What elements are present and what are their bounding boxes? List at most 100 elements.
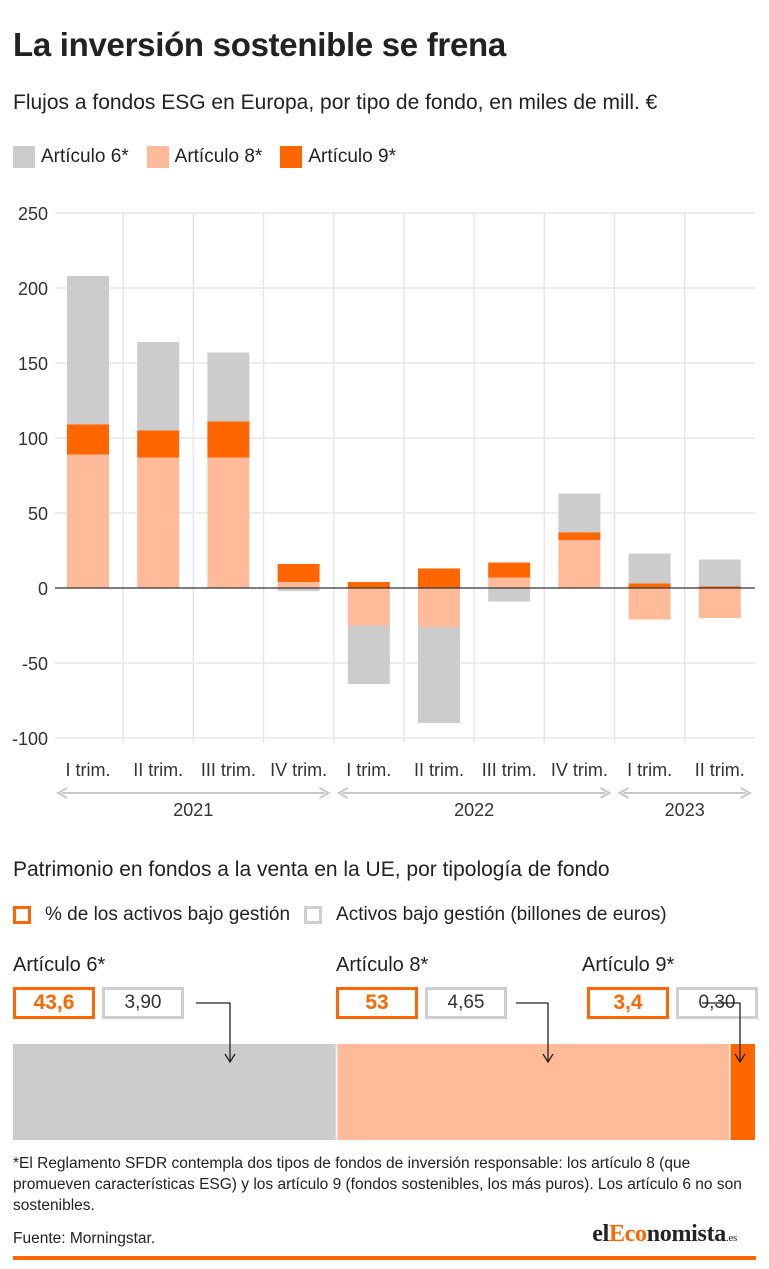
group-label-art8: Artículo 8* — [336, 954, 429, 976]
year-bracket-arrow-right — [740, 787, 752, 799]
bar-segment — [277, 588, 320, 591]
connector-arrowhead — [224, 1053, 236, 1064]
legend-label-art9: Artículo 9* — [308, 146, 396, 167]
year-bracket-arrow-right — [599, 787, 612, 799]
connector-arrow — [702, 1002, 741, 1062]
connector-arrowhead — [542, 1053, 554, 1064]
legend2: % de los activos bajo gestión Activos ba… — [13, 904, 681, 926]
group-label-art6: Artículo 6* — [13, 954, 106, 976]
x-tick-label: II trim. — [414, 760, 464, 780]
bar-segment — [67, 424, 109, 455]
legend-label-art6: Artículo 6* — [41, 146, 129, 167]
legend-swatch-art9 — [280, 146, 303, 168]
brand-post: nomista — [646, 1221, 727, 1247]
bar-segment — [558, 493, 601, 533]
year-label: 2022 — [454, 800, 494, 820]
bar-segment — [418, 588, 460, 627]
y-tick-label: 150 — [18, 354, 48, 374]
bar-segment — [277, 582, 320, 588]
legend-item-art9: Artículo 9* — [280, 146, 396, 168]
legend2-box-pct — [13, 906, 31, 924]
legend-swatch-art8 — [146, 146, 169, 168]
x-tick-label: III trim. — [201, 760, 256, 780]
legend2-label-assets: Activos bajo gestión (billones de euros) — [336, 904, 667, 925]
x-tick-label: I trim. — [627, 760, 672, 780]
legend-swatch-art6 — [13, 146, 35, 168]
legend2-item-assets: Activos bajo gestión (billones de euros) — [304, 904, 667, 926]
legend-item-art8: Artículo 8* — [146, 146, 263, 168]
bar-segment — [137, 342, 180, 431]
connector-arrowhead — [734, 1053, 746, 1064]
share-bar-segment — [729, 1044, 755, 1140]
bar-segment — [347, 588, 390, 626]
bar-segment — [698, 559, 741, 587]
x-tick-label: II trim. — [695, 760, 745, 780]
bar-segment — [628, 588, 671, 620]
y-tick-label: 250 — [18, 204, 48, 224]
bar-segment — [277, 564, 320, 582]
year-bracket-arrow-left — [55, 787, 68, 799]
bar-segment — [488, 577, 531, 588]
assets-value-art8: 4,65 — [425, 987, 507, 1019]
bar-segment — [628, 583, 671, 588]
year-bracket-arrow-left — [617, 787, 630, 799]
pct-value-art8: 53 — [336, 987, 418, 1019]
bar-segment — [347, 625, 390, 684]
brand-suffix: .es — [725, 1232, 737, 1244]
y-tick-label: -100 — [12, 729, 48, 749]
bar-segment — [137, 430, 180, 458]
bar-segment — [67, 454, 109, 588]
bar-segment — [418, 627, 460, 723]
legend2-box-assets — [304, 906, 323, 924]
pct-value-art9: 3,4 — [587, 987, 669, 1019]
bar-segment — [207, 457, 250, 588]
y-tick-label: 200 — [18, 279, 48, 299]
bar-segment — [628, 553, 671, 584]
bar-segment — [207, 421, 250, 458]
connector-arrow — [196, 1002, 231, 1062]
year-bracket-arrow-right — [319, 787, 331, 799]
legend-label-art8: Artículo 8* — [174, 146, 263, 167]
pct-value-art6: 43,6 — [13, 987, 95, 1019]
legend-item-art6: Artículo 6* — [13, 146, 129, 168]
share-bar-segment — [336, 1044, 730, 1140]
footnote: *El Reglamento SFDR contempla dos tipos … — [13, 1155, 742, 1214]
group-label-art9: Artículo 9* — [582, 954, 675, 976]
year-label: 2021 — [173, 800, 213, 820]
bottom-rule — [13, 1256, 756, 1260]
legend2-label-pct: % de los activos bajo gestión — [45, 904, 291, 925]
legend: Artículo 6* Artículo 8* Artículo 9* — [13, 146, 414, 168]
connector-arrow — [516, 1002, 549, 1062]
bar-segment — [67, 276, 109, 425]
bar-segment — [698, 586, 741, 588]
brand-pre: el — [592, 1221, 609, 1247]
bar-segment — [207, 352, 250, 422]
y-tick-label: 100 — [18, 429, 48, 449]
year-bracket-arrow-left — [336, 787, 349, 799]
bar-segment — [418, 568, 460, 588]
flows-bar-chart: 250 200 150 100 50 0 -50 -100 I trim. II trim. III… — [12, 204, 755, 820]
x-tick-label: IV trim. — [270, 760, 327, 780]
bar-segment — [347, 582, 390, 588]
chart-subtitle: Flujos a fondos ESG en Europa, por tipo … — [13, 91, 658, 114]
bar-segment — [137, 457, 180, 588]
bar-segment — [488, 562, 531, 578]
bar-segment — [698, 588, 741, 618]
y-tick-label: 50 — [28, 504, 48, 524]
bar-segment — [558, 532, 601, 540]
share-bar-segment — [13, 1044, 337, 1140]
year-label: 2023 — [665, 800, 705, 820]
x-tick-label: III trim. — [482, 760, 537, 780]
bar-segment — [488, 588, 531, 602]
section2-title: Patrimonio en fondos a la venta en la UE… — [13, 858, 610, 881]
brand-logo: elEconomista.es — [592, 1221, 737, 1248]
legend2-item-pct: % de los activos bajo gestión — [13, 904, 290, 926]
x-tick-label: I trim. — [346, 760, 391, 780]
y-tick-label: -50 — [22, 654, 48, 674]
assets-value-art6: 3,90 — [102, 987, 184, 1019]
chart-title: La inversión sostenible se frena — [13, 26, 506, 63]
source: Fuente: Morningstar. — [13, 1230, 156, 1247]
x-tick-label: II trim. — [133, 760, 183, 780]
x-tick-label: IV trim. — [551, 760, 608, 780]
brand-mid: Eco — [608, 1221, 647, 1247]
